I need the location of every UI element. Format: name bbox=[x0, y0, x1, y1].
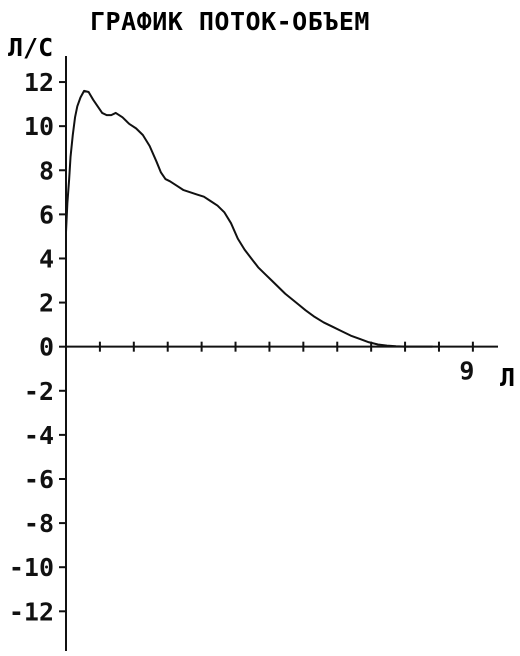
x-axis-label: Л bbox=[500, 363, 515, 392]
flow-volume-curve bbox=[65, 89, 434, 348]
y-tick-label: -10 bbox=[9, 553, 54, 582]
y-tick-label: -6 bbox=[24, 465, 54, 494]
y-tick-label: 4 bbox=[39, 244, 54, 273]
y-tick-label: -12 bbox=[9, 597, 54, 626]
y-tick-label: -2 bbox=[24, 377, 54, 406]
y-axis: 12 10 8 6 4 2 0 -2 -4 -6 -8 -10 -12 bbox=[9, 56, 67, 651]
y-tick-label: -8 bbox=[24, 509, 54, 538]
y-tick-label: 6 bbox=[39, 200, 54, 229]
chart-title: ГРАФИК ПОТОК-ОБЪЕМ bbox=[90, 7, 370, 36]
x-tick-label: 9 bbox=[459, 357, 474, 386]
y-tick-label: 10 bbox=[24, 112, 54, 141]
plot-area bbox=[65, 89, 434, 348]
y-axis-label: Л/С bbox=[8, 33, 53, 62]
y-tick-label: 12 bbox=[24, 68, 54, 97]
y-tick-label: 0 bbox=[39, 333, 54, 362]
y-tick-label: 8 bbox=[39, 156, 54, 185]
x-axis: 9 bbox=[66, 341, 498, 386]
y-tick-label: 2 bbox=[39, 289, 54, 318]
y-tick-label: -4 bbox=[24, 421, 54, 450]
